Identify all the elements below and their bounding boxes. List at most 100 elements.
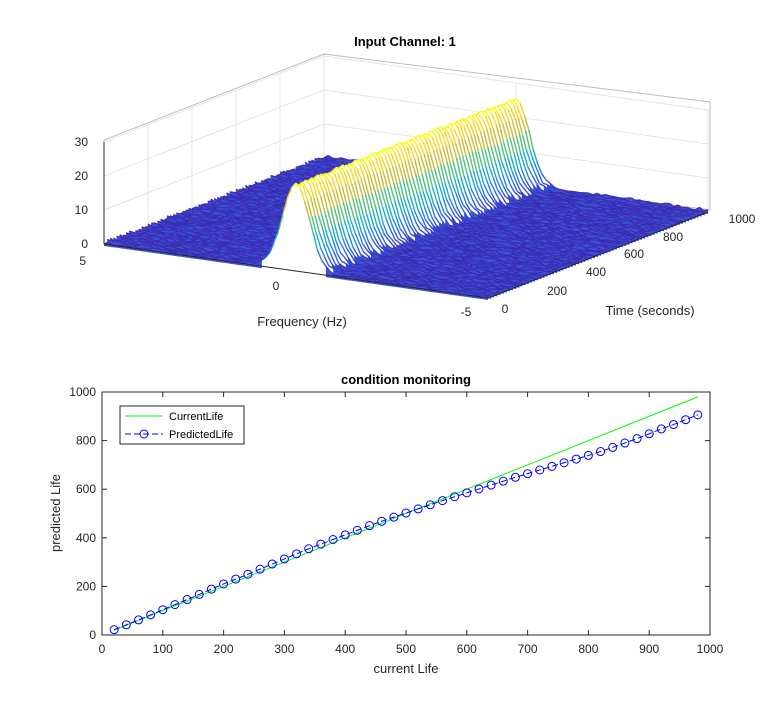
surface-line xyxy=(499,218,504,222)
surface-line xyxy=(681,216,687,220)
surface-line xyxy=(687,213,693,218)
surface-line xyxy=(532,149,539,163)
surface-line xyxy=(300,174,306,179)
surface-line xyxy=(577,218,583,222)
surface-line xyxy=(592,199,598,203)
surface-line xyxy=(644,200,650,204)
surface-line xyxy=(636,207,642,210)
surface-line xyxy=(676,208,681,211)
surface-line xyxy=(651,205,657,210)
surface-line xyxy=(510,193,517,201)
surface-line xyxy=(673,215,678,218)
surface-line xyxy=(520,203,526,206)
surface-line xyxy=(639,224,644,227)
surface-line xyxy=(551,196,556,199)
surface-line xyxy=(305,169,310,172)
surface-line xyxy=(586,194,591,198)
surface-line xyxy=(562,195,568,200)
surface-line xyxy=(519,152,526,168)
surface-line xyxy=(542,182,548,186)
surface-line xyxy=(311,173,317,177)
surface-line xyxy=(576,224,582,227)
surface-line xyxy=(527,166,533,176)
surface-line xyxy=(598,214,604,218)
surface-line xyxy=(543,214,549,217)
surface-line xyxy=(577,204,582,207)
surface-line xyxy=(578,214,584,218)
surface-line xyxy=(548,202,553,206)
surface-line xyxy=(528,196,534,201)
surface-line xyxy=(511,199,518,204)
surface-line xyxy=(333,165,339,168)
surface-line xyxy=(330,165,336,169)
surface-line xyxy=(476,134,483,149)
surface-line xyxy=(498,198,504,205)
surface-line xyxy=(523,115,530,130)
surface-line xyxy=(569,205,575,208)
surface-line xyxy=(572,192,578,195)
surface-line xyxy=(596,192,602,197)
surface-line xyxy=(294,178,300,181)
surface-line xyxy=(296,173,302,176)
surface-line xyxy=(613,220,619,223)
surface-line xyxy=(308,174,314,178)
surface-line xyxy=(641,203,647,206)
surface-line xyxy=(302,164,308,168)
surface-line xyxy=(586,219,591,222)
surface-line xyxy=(526,150,532,164)
surface-line xyxy=(294,170,300,175)
surface-line xyxy=(690,213,696,216)
surface-line xyxy=(581,212,587,217)
surface-line xyxy=(522,180,528,188)
surface-line xyxy=(522,218,527,221)
surface-line xyxy=(594,207,599,211)
surface-line xyxy=(326,159,331,162)
surface-line xyxy=(584,197,590,203)
surface-line xyxy=(646,211,651,215)
surface-line xyxy=(502,142,509,158)
surface-line xyxy=(522,152,529,168)
surface-line xyxy=(528,201,533,205)
surface-line xyxy=(489,127,495,146)
surface-line xyxy=(498,176,505,188)
surface-line xyxy=(607,205,613,209)
surface-line xyxy=(610,214,616,219)
surface-line xyxy=(643,205,648,208)
surface-line xyxy=(471,115,477,123)
surface-line xyxy=(549,223,554,226)
surface-line xyxy=(542,192,548,197)
surface-line xyxy=(653,209,659,212)
surface-line xyxy=(541,205,547,209)
surface-line xyxy=(517,117,524,136)
surface-line xyxy=(649,208,655,212)
surface-line xyxy=(550,194,555,197)
surface-line xyxy=(519,103,526,117)
surface-line xyxy=(649,223,655,226)
surface-line xyxy=(512,136,519,154)
surface-line xyxy=(513,105,519,118)
surface-line xyxy=(513,191,520,197)
surface-line xyxy=(639,218,644,221)
surface-line xyxy=(565,230,570,233)
surface-line xyxy=(517,191,523,195)
surface-line xyxy=(564,217,570,221)
surface-line xyxy=(317,171,323,175)
surface-line xyxy=(618,202,624,207)
surface-line xyxy=(477,113,484,120)
surface-line xyxy=(499,104,506,110)
surface-line xyxy=(492,220,498,223)
surface-line xyxy=(531,174,538,184)
surface-line xyxy=(640,212,645,216)
surface-line xyxy=(614,209,620,213)
surface-line xyxy=(644,219,650,224)
surface-line xyxy=(517,202,523,207)
surface-line xyxy=(587,228,593,232)
surface-line xyxy=(314,157,319,161)
surface-line xyxy=(499,140,506,159)
surface-line xyxy=(474,113,481,122)
surface-line xyxy=(657,221,662,225)
surface-line xyxy=(665,222,671,225)
surface-line xyxy=(326,164,331,168)
surface-line xyxy=(543,207,548,211)
surface-line xyxy=(632,207,637,210)
